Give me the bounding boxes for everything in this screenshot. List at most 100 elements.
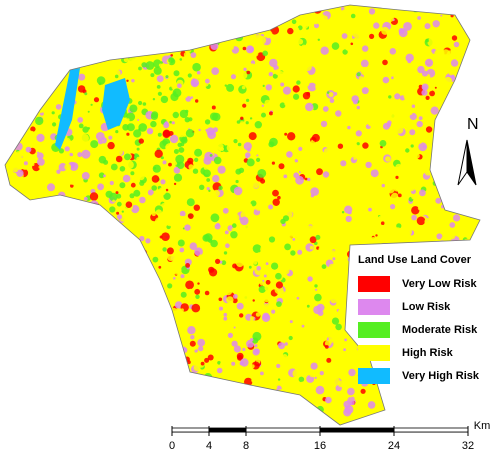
patch [277,43,281,47]
patch [210,311,215,316]
patch [10,354,19,363]
patch [36,317,43,325]
patch [62,137,71,146]
patch [477,324,480,328]
patch [128,415,132,419]
patch [188,7,197,16]
patch [284,342,288,346]
patch [108,289,116,297]
patch [179,58,183,61]
legend-swatch [358,322,390,338]
patch [83,405,92,415]
patch [253,51,259,57]
patch [64,57,70,63]
patch [354,394,362,402]
patch [277,257,282,262]
patch [137,409,141,412]
patch [8,361,16,368]
patch [429,360,437,368]
patch [65,317,74,326]
patch [338,338,345,345]
patch [299,238,303,242]
patch [248,225,257,234]
patch [348,79,351,82]
patch [462,422,468,425]
patch [22,86,31,95]
patch [295,105,301,111]
patch [22,224,25,227]
patch [280,34,284,38]
patch [130,171,135,176]
patch [341,33,348,39]
patch [343,115,350,121]
patch [217,13,225,21]
patch [273,90,282,99]
patch [432,141,442,150]
patch [126,132,130,136]
patch [206,187,210,191]
patch [167,390,173,397]
patch [219,210,223,215]
patch [143,260,146,263]
patch [446,110,451,115]
patch [144,309,153,318]
patch [89,192,99,201]
patch [299,261,304,265]
patch [311,349,319,357]
patch [21,422,26,425]
patch [377,243,381,247]
patch [173,166,181,174]
patch [17,47,25,56]
patch [285,164,292,171]
patch [322,15,328,22]
patch [281,43,288,50]
patch [29,318,35,325]
patch [148,408,155,415]
patch [127,298,131,302]
patch [24,240,31,247]
patch [104,40,110,45]
patch [272,384,278,390]
patch [129,104,138,113]
patch [45,85,50,90]
patch [61,274,70,283]
patch [271,309,276,314]
patch [411,206,420,215]
patch [300,381,304,385]
patch [169,341,176,347]
patch [402,412,404,415]
patch [129,193,135,199]
patch [52,50,56,54]
patch [198,12,203,18]
patch [132,62,136,66]
patch [47,35,52,39]
patch [40,396,46,403]
patch [160,405,165,410]
scale-segment [393,427,469,433]
patch [28,386,37,394]
patch [346,326,352,331]
patch [31,247,38,254]
patch [99,310,104,315]
patch [371,83,380,92]
patch [314,210,320,216]
patch [340,23,345,28]
patch [242,347,246,352]
patch [286,151,293,158]
patch [139,196,146,204]
patch [391,76,394,80]
patch [115,236,122,243]
patch [9,273,17,281]
patch [43,267,51,274]
patch [407,81,413,87]
patch [126,39,133,46]
patch [111,223,117,229]
patch [400,6,404,10]
patch [421,5,427,6]
patch [451,149,459,156]
patch [418,407,425,414]
patch [12,383,21,392]
patch [441,415,447,420]
patch [58,421,68,425]
patch [327,176,333,182]
